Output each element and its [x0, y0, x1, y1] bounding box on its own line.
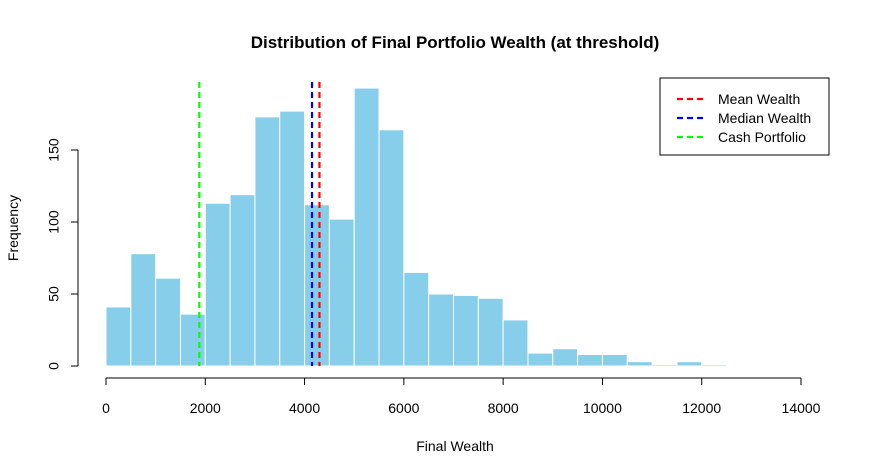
- histogram-bar: [304, 204, 330, 367]
- x-axis: 0 2000 4000 6000 8000 10000 12000 14000: [102, 377, 821, 416]
- legend-label: Median Wealth: [718, 110, 811, 126]
- histogram-bar: [626, 361, 653, 367]
- histogram-bar: [701, 364, 728, 367]
- x-tick-label: 14000: [782, 400, 821, 416]
- y-axis-label: Frequency: [5, 195, 21, 261]
- y-axis: 0 50 100 150: [46, 138, 79, 370]
- x-tick-label: 6000: [388, 400, 419, 416]
- y-tick-label: 150: [46, 138, 62, 162]
- histogram-bar: [378, 129, 405, 367]
- histogram-bar: [601, 353, 628, 367]
- x-tick-label: 10000: [583, 400, 622, 416]
- y-tick-label: 0: [46, 362, 62, 370]
- histogram-bar: [328, 218, 355, 367]
- histogram-bar: [353, 87, 380, 367]
- chart-title: Distribution of Final Portfolio Wealth (…: [251, 33, 660, 52]
- x-tick-label: 0: [102, 400, 110, 416]
- reference-lines-group: [198, 82, 321, 366]
- histogram-bar: [552, 348, 579, 367]
- histogram-bar: [453, 294, 479, 367]
- histogram-bar: [477, 297, 504, 367]
- histogram-bar: [577, 353, 603, 367]
- histogram-bar: [676, 361, 703, 367]
- histogram-bar: [105, 306, 132, 367]
- y-tick-label: 100: [46, 210, 62, 234]
- legend-box: [659, 77, 830, 156]
- histogram-bar: [155, 277, 181, 367]
- histogram-bar: [204, 202, 231, 367]
- x-tick-label: 8000: [488, 400, 519, 416]
- histogram-bar: [403, 271, 430, 367]
- x-axis-label: Final Wealth: [416, 438, 494, 454]
- legend-label: Mean Wealth: [718, 91, 800, 107]
- histogram-bar: [229, 194, 256, 367]
- x-tick-label: 2000: [190, 400, 221, 416]
- legend-label: Cash Portfolio: [718, 129, 806, 145]
- histogram-bar: [279, 110, 306, 367]
- y-tick-label: 50: [46, 286, 62, 302]
- x-tick-label: 12000: [682, 400, 721, 416]
- histogram-bar: [428, 293, 454, 367]
- histogram-bar: [651, 364, 678, 367]
- histogram-bar: [179, 313, 206, 367]
- histogram-bar: [130, 253, 157, 367]
- legend: Mean Wealth Median Wealth Cash Portfolio: [659, 77, 830, 156]
- x-tick-label: 4000: [289, 400, 320, 416]
- histogram-bar: [502, 319, 529, 367]
- histogram-bar: [527, 352, 554, 367]
- bars-group: [105, 87, 728, 367]
- histogram-bar: [254, 116, 281, 367]
